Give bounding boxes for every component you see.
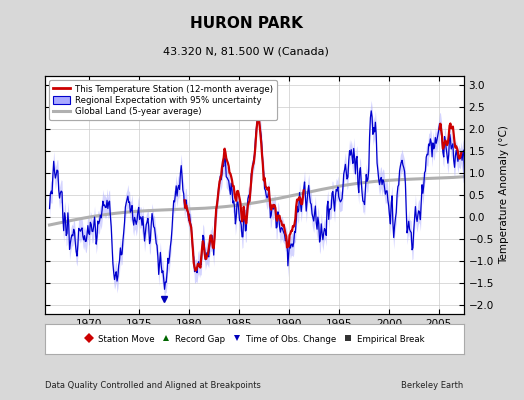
- Text: Berkeley Earth: Berkeley Earth: [401, 381, 464, 390]
- Legend: Station Move, Record Gap, Time of Obs. Change, Empirical Break: Station Move, Record Gap, Time of Obs. C…: [81, 332, 427, 346]
- Legend: This Temperature Station (12-month average), Regional Expectation with 95% uncer: This Temperature Station (12-month avera…: [49, 80, 277, 120]
- Text: Data Quality Controlled and Aligned at Breakpoints: Data Quality Controlled and Aligned at B…: [45, 381, 260, 390]
- Text: HURON PARK: HURON PARK: [190, 16, 303, 31]
- Text: 43.320 N, 81.500 W (Canada): 43.320 N, 81.500 W (Canada): [163, 46, 329, 56]
- Y-axis label: Temperature Anomaly (°C): Temperature Anomaly (°C): [499, 126, 509, 264]
